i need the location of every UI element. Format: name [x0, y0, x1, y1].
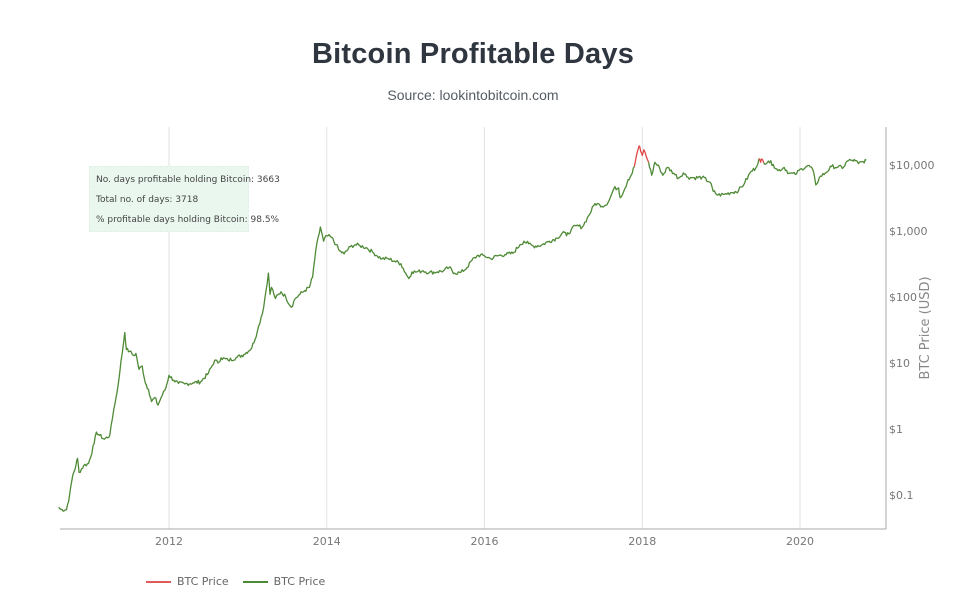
profitability-annotation: No. days profitable holding Bitcoin: 366… [89, 166, 280, 232]
x-gridlines [168, 127, 801, 529]
legend-label: BTC Price [177, 575, 229, 588]
legend-swatch-green [242, 580, 268, 583]
legend: BTC Price BTC Price [146, 575, 339, 588]
price-line-profitable-0[interactable] [58, 166, 635, 512]
price-line-profitable-2[interactable] [647, 158, 760, 197]
legend-item-profitable[interactable]: BTC Price [242, 575, 326, 588]
legend-item-unprofitable[interactable]: BTC Price [146, 575, 229, 588]
x-tick-label: 2018 [628, 535, 656, 548]
annotation-profitable-percent: % profitable days holding Bitcoin: 98.5% [96, 215, 280, 225]
x-tick-label: 2020 [786, 535, 814, 548]
y-tick-label: $10 [889, 357, 910, 370]
annotation-total-days: Total no. of days: 3718 [96, 195, 199, 205]
x-tick-label: 2016 [471, 535, 499, 548]
x-tick-label: 2012 [155, 535, 183, 548]
y-tick-label: $1,000 [889, 225, 928, 238]
y-tick-label: $1 [889, 423, 903, 436]
price-series[interactable] [58, 145, 867, 512]
legend-swatch-red [146, 580, 171, 583]
x-tick-label: 2014 [313, 535, 341, 548]
y-tick-labels: $0.1 $1 $10 $100 $1,000 $10,000 [889, 159, 935, 502]
legend-label: BTC Price [273, 575, 326, 588]
x-tick-labels: 2012 2014 2016 2018 2020 [155, 535, 814, 548]
price-line-unprofitable-1[interactable] [633, 145, 650, 167]
y-tick-label: $0.1 [889, 489, 914, 502]
y-tick-label: $100 [889, 291, 917, 304]
chart-subtitle: Source: lookintobitcoin.com [387, 87, 559, 103]
chart-title: Bitcoin Profitable Days [311, 38, 635, 70]
y-tick-label: $10,000 [889, 159, 935, 172]
price-line-unprofitable-3[interactable] [758, 158, 765, 163]
y-axis-title: BTC Price (USD) [918, 276, 933, 379]
annotation-profitable-days: No. days profitable holding Bitcoin: 366… [96, 175, 280, 185]
price-line-profitable-4[interactable] [763, 158, 867, 186]
